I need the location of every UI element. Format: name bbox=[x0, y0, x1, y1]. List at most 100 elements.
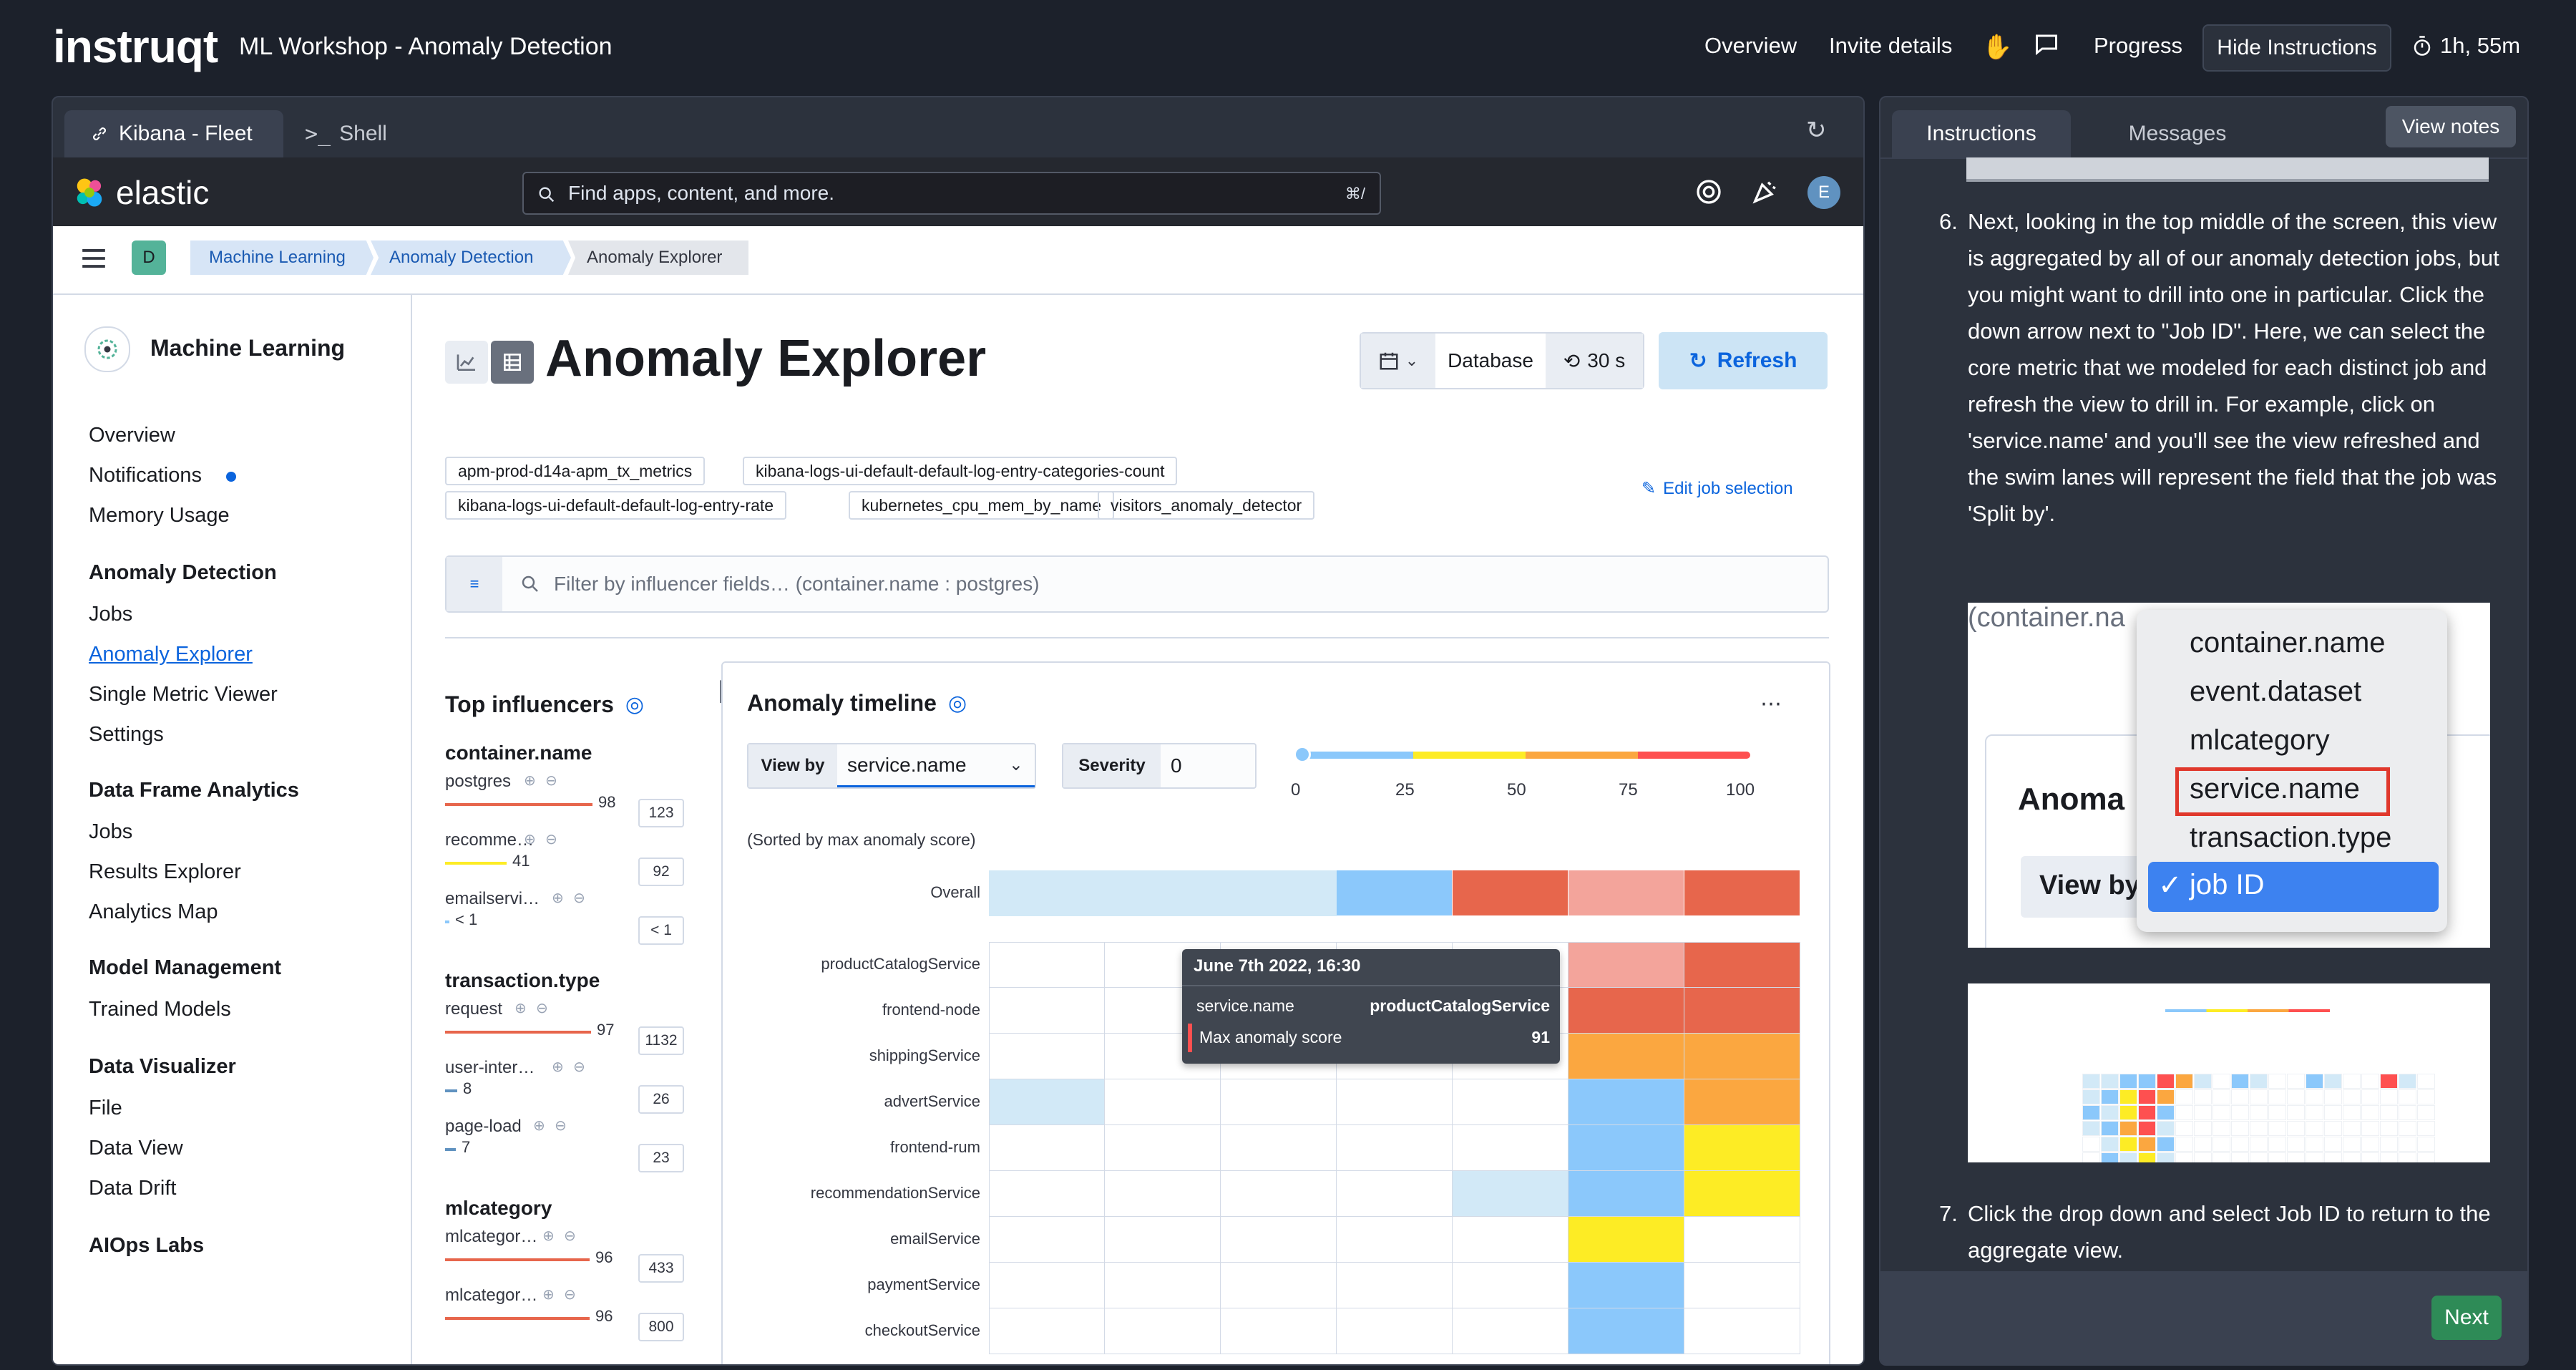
swimlane-cell[interactable] bbox=[1337, 1263, 1453, 1308]
swimlane-cell[interactable] bbox=[1684, 1034, 1800, 1079]
influencer-label[interactable]: user-inter… bbox=[445, 1058, 535, 1077]
swimlane-cell[interactable] bbox=[1221, 1079, 1337, 1125]
filter-plus-icon[interactable]: ⊕ bbox=[524, 832, 536, 847]
swimlane-cell[interactable] bbox=[1105, 1079, 1221, 1125]
filter-plus-icon[interactable]: ⊕ bbox=[552, 1059, 564, 1075]
dropdown-option[interactable]: transaction.type bbox=[2190, 822, 2392, 853]
more-options-icon[interactable]: ⋯ bbox=[1760, 692, 1782, 716]
influencer-label[interactable]: emailservi… bbox=[445, 889, 540, 908]
global-search-input[interactable]: Find apps, content, and more. ⌘/ bbox=[522, 172, 1381, 215]
filter-minus-icon[interactable]: ⊖ bbox=[573, 890, 585, 906]
filter-minus-icon[interactable]: ⊖ bbox=[545, 773, 557, 789]
influencer-label[interactable]: postgres bbox=[445, 772, 512, 791]
tab-kibana-fleet[interactable]: Kibana - Fleet bbox=[64, 110, 283, 157]
swimlane-cell[interactable] bbox=[1337, 1125, 1453, 1171]
filter-minus-icon[interactable]: ⊖ bbox=[536, 1001, 548, 1016]
swimlane-label[interactable]: shippingService bbox=[869, 1046, 980, 1064]
nav-overview[interactable]: Overview bbox=[1704, 33, 1797, 58]
swimlane-cell[interactable] bbox=[1221, 1171, 1337, 1217]
sidebar-item-results-explorer[interactable]: Results Explorer bbox=[89, 860, 241, 883]
swimlane-cell[interactable] bbox=[1568, 1171, 1684, 1217]
help-icon[interactable]: ◎ bbox=[947, 691, 967, 715]
influencer-label[interactable]: recomme… bbox=[445, 830, 535, 850]
swimlane-cell[interactable] bbox=[989, 1263, 1105, 1308]
filter-plus-icon[interactable]: ⊕ bbox=[552, 890, 564, 906]
sidebar-item-memory-usage[interactable]: Memory Usage bbox=[89, 504, 230, 527]
swimlane-cell[interactable] bbox=[1105, 1217, 1221, 1263]
nav-progress[interactable]: Progress bbox=[2094, 33, 2183, 58]
swimlane-cell[interactable] bbox=[1684, 1125, 1800, 1171]
influencer-filter-bar[interactable]: ≡ Filter by influencer fields… (containe… bbox=[445, 555, 1829, 613]
job-chip[interactable]: apm-prod-d14a-apm_tx_metrics bbox=[445, 457, 706, 485]
filter-plus-icon[interactable]: ⊕ bbox=[514, 1001, 527, 1016]
severity-value[interactable]: 0 bbox=[1171, 754, 1182, 777]
swimlane-cell[interactable] bbox=[989, 1308, 1105, 1354]
filter-plus-icon[interactable]: ⊕ bbox=[542, 1287, 555, 1303]
swimlane-cell-overall[interactable] bbox=[1105, 870, 1221, 916]
dropdown-option[interactable]: mlcategory bbox=[2190, 724, 2330, 756]
swimlane-cell[interactable] bbox=[1453, 1079, 1568, 1125]
filter-plus-icon[interactable]: ⊕ bbox=[542, 1228, 555, 1244]
swimlane-cell[interactable] bbox=[1337, 1308, 1453, 1354]
swimlane-cell[interactable] bbox=[1221, 1263, 1337, 1308]
swimlane-cell-overall[interactable] bbox=[989, 870, 1105, 916]
job-chip[interactable]: kubernetes_cpu_mem_by_name bbox=[849, 491, 1114, 520]
swimlane-cell-overall[interactable] bbox=[1221, 870, 1337, 916]
swimlane-label[interactable]: checkoutService bbox=[864, 1321, 980, 1339]
sidebar-item-trained-models[interactable]: Trained Models bbox=[89, 998, 231, 1021]
influencer-label[interactable]: page-load bbox=[445, 1117, 522, 1136]
swimlane-cell[interactable] bbox=[1684, 1217, 1800, 1263]
sidebar-item-single-metric-viewer[interactable]: Single Metric Viewer bbox=[89, 683, 278, 706]
swimlane-cell[interactable] bbox=[1105, 1171, 1221, 1217]
sidebar-item-data-drift[interactable]: Data Drift bbox=[89, 1177, 177, 1200]
edit-job-selection-link[interactable]: ✎ Edit job selection bbox=[1641, 478, 1793, 499]
sidebar-item-overview[interactable]: Overview bbox=[89, 424, 175, 447]
swimlane-cell[interactable] bbox=[1453, 1171, 1568, 1217]
slider-handle[interactable] bbox=[1294, 746, 1311, 763]
swimlane-cell[interactable] bbox=[989, 988, 1105, 1034]
swimlane-cell-overall[interactable] bbox=[1684, 870, 1800, 916]
menu-icon[interactable] bbox=[80, 246, 107, 274]
job-chip[interactable]: visitors_anomaly_detector bbox=[1098, 491, 1315, 520]
sidebar-item-ad-jobs[interactable]: Jobs bbox=[89, 603, 133, 626]
sidebar-item-anomaly-explorer[interactable]: Anomaly Explorer bbox=[89, 643, 253, 666]
dropdown-option-service-name[interactable]: service.name bbox=[2190, 773, 2360, 805]
filter-minus-icon[interactable]: ⊖ bbox=[564, 1287, 576, 1303]
swimlane-cell[interactable] bbox=[1105, 1308, 1221, 1354]
breadcrumb-machine-learning[interactable]: Machine Learning bbox=[190, 241, 374, 275]
tab-messages[interactable]: Messages bbox=[2128, 122, 2227, 145]
swimlane-cell[interactable] bbox=[1337, 1079, 1453, 1125]
swimlane-cell[interactable] bbox=[1568, 1125, 1684, 1171]
swimlane-cell[interactable] bbox=[989, 1125, 1105, 1171]
sidebar-item-notifications[interactable]: Notifications bbox=[89, 464, 202, 487]
filter-minus-icon[interactable]: ⊖ bbox=[545, 832, 557, 847]
news-feed-icon[interactable] bbox=[1750, 178, 1779, 210]
reload-icon[interactable]: ↻ bbox=[1806, 117, 1827, 144]
dropdown-option[interactable]: container.name bbox=[2190, 627, 2386, 659]
help-icon[interactable]: ◎ bbox=[625, 693, 645, 716]
swimlane-label[interactable]: productCatalogService bbox=[821, 955, 980, 973]
help-icon[interactable] bbox=[1694, 178, 1723, 210]
swimlane-cell-overall[interactable] bbox=[1568, 870, 1684, 916]
swimlane-cell[interactable] bbox=[1221, 1125, 1337, 1171]
severity-slider[interactable] bbox=[1294, 746, 1750, 763]
swimlane-cell[interactable] bbox=[1684, 1079, 1800, 1125]
tab-instructions[interactable]: Instructions bbox=[1892, 110, 2071, 157]
swimlane-cell[interactable] bbox=[1453, 1125, 1568, 1171]
chat-icon[interactable] bbox=[2034, 31, 2059, 61]
swimlane-cell[interactable] bbox=[1337, 1171, 1453, 1217]
swimlane-label[interactable]: frontend-node bbox=[882, 1001, 980, 1019]
swimlane-cell[interactable] bbox=[989, 1034, 1105, 1079]
swimlane-cell[interactable] bbox=[1453, 1308, 1568, 1354]
swimlane-cell[interactable] bbox=[1221, 1308, 1337, 1354]
swimlane-label[interactable]: emailService bbox=[890, 1230, 980, 1248]
swimlane-cell[interactable] bbox=[1568, 1263, 1684, 1308]
sidebar-item-dfa-jobs[interactable]: Jobs bbox=[89, 820, 133, 843]
severity-input[interactable]: Severity 0 bbox=[1062, 743, 1257, 789]
swimlane-cell[interactable] bbox=[1568, 1079, 1684, 1125]
influencer-label[interactable]: mlcategor… bbox=[445, 1227, 538, 1246]
swimlane-label[interactable]: recommendationService bbox=[810, 1184, 980, 1202]
swimlane-cell[interactable] bbox=[1105, 1125, 1221, 1171]
swimlane-cell[interactable] bbox=[989, 1171, 1105, 1217]
breadcrumb-anomaly-detection[interactable]: Anomaly Detection bbox=[371, 241, 571, 275]
